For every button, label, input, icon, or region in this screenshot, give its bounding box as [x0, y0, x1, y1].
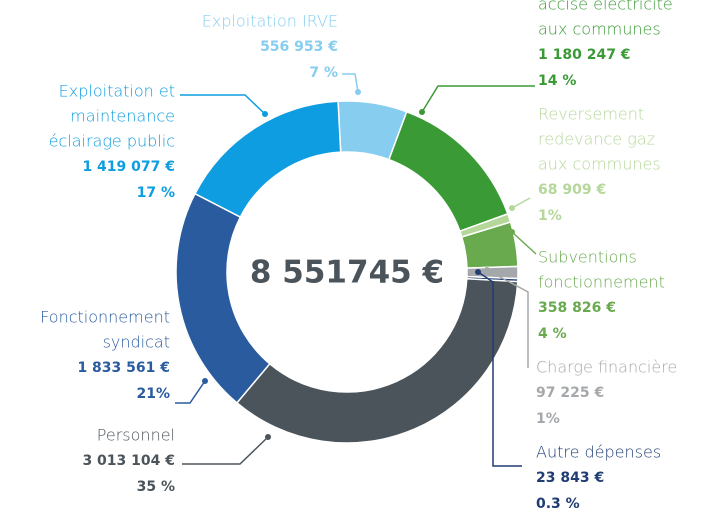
ring — [175, 100, 519, 444]
segment-amount: 1 833 561 € — [77, 360, 170, 376]
segment-label: Exploitation IRVE — [202, 12, 338, 31]
segment-amount: 23 843 € — [536, 470, 604, 486]
leader-line — [175, 380, 206, 404]
segment-label: Exploitation et — [59, 82, 175, 101]
segment-label: maintenance — [70, 107, 175, 126]
leader-dot — [419, 109, 425, 115]
segment-label: aux communes — [538, 155, 661, 174]
segment-percent: 14 % — [538, 73, 576, 89]
segment-percent: 21% — [136, 386, 170, 402]
leader-line — [421, 85, 535, 113]
segment-amount: 358 826 € — [538, 300, 616, 316]
donut-segment — [193, 100, 342, 219]
leader-line — [342, 73, 359, 93]
segment-label: Charge financière — [536, 358, 677, 377]
leader-dot — [202, 378, 208, 384]
leader-line — [477, 271, 522, 467]
donut-segment — [235, 277, 519, 444]
leader-line — [511, 231, 537, 255]
leader-dot — [355, 89, 361, 95]
segment-label: syndicat — [103, 333, 170, 352]
segment-label: redevance gaz — [538, 130, 655, 149]
segment-label: fonctionnement — [538, 273, 665, 292]
segment-label: Fonctionnement — [40, 308, 170, 327]
segment-percent: 1% — [536, 411, 560, 427]
segment-amount: 1 419 077 € — [82, 159, 175, 175]
leader-dot — [475, 269, 481, 275]
segment-label: Personnel — [97, 426, 175, 445]
segment-percent: 1% — [538, 208, 562, 224]
segment-label: Subventions — [538, 248, 637, 267]
leader-line — [182, 436, 269, 465]
segment-percent: 35 % — [137, 479, 175, 495]
center-total: 8 551745 € — [250, 255, 444, 291]
leader-line — [511, 197, 531, 209]
segment-amount: 97 225 € — [536, 385, 604, 401]
segment-percent: 7 % — [309, 65, 338, 81]
segment-label: aux communes — [538, 20, 661, 39]
leader-dot — [484, 267, 490, 273]
leader-dot — [265, 434, 271, 440]
segment-label: accise électricité — [538, 0, 673, 14]
leader-dot — [509, 229, 515, 235]
leader-line — [180, 94, 266, 115]
donut-segment — [175, 192, 271, 404]
segment-amount: 68 909 € — [538, 182, 606, 198]
segment-amount: 556 953 € — [260, 39, 338, 55]
segment-percent: 4 % — [538, 326, 567, 342]
segment-label: Reversement — [538, 105, 644, 124]
segment-label: éclairage public — [49, 132, 175, 151]
leader-dot — [509, 205, 515, 211]
segment-percent: 0.3 % — [536, 496, 580, 512]
segment-amount: 3 013 104 € — [82, 453, 175, 469]
donut-segment — [387, 110, 509, 233]
leader-dot — [262, 111, 268, 117]
segment-amount: 1 180 247 € — [538, 47, 631, 63]
segment-percent: 17 % — [137, 185, 175, 201]
segment-label: Autre dépenses — [536, 443, 661, 462]
leader-line — [486, 269, 529, 368]
